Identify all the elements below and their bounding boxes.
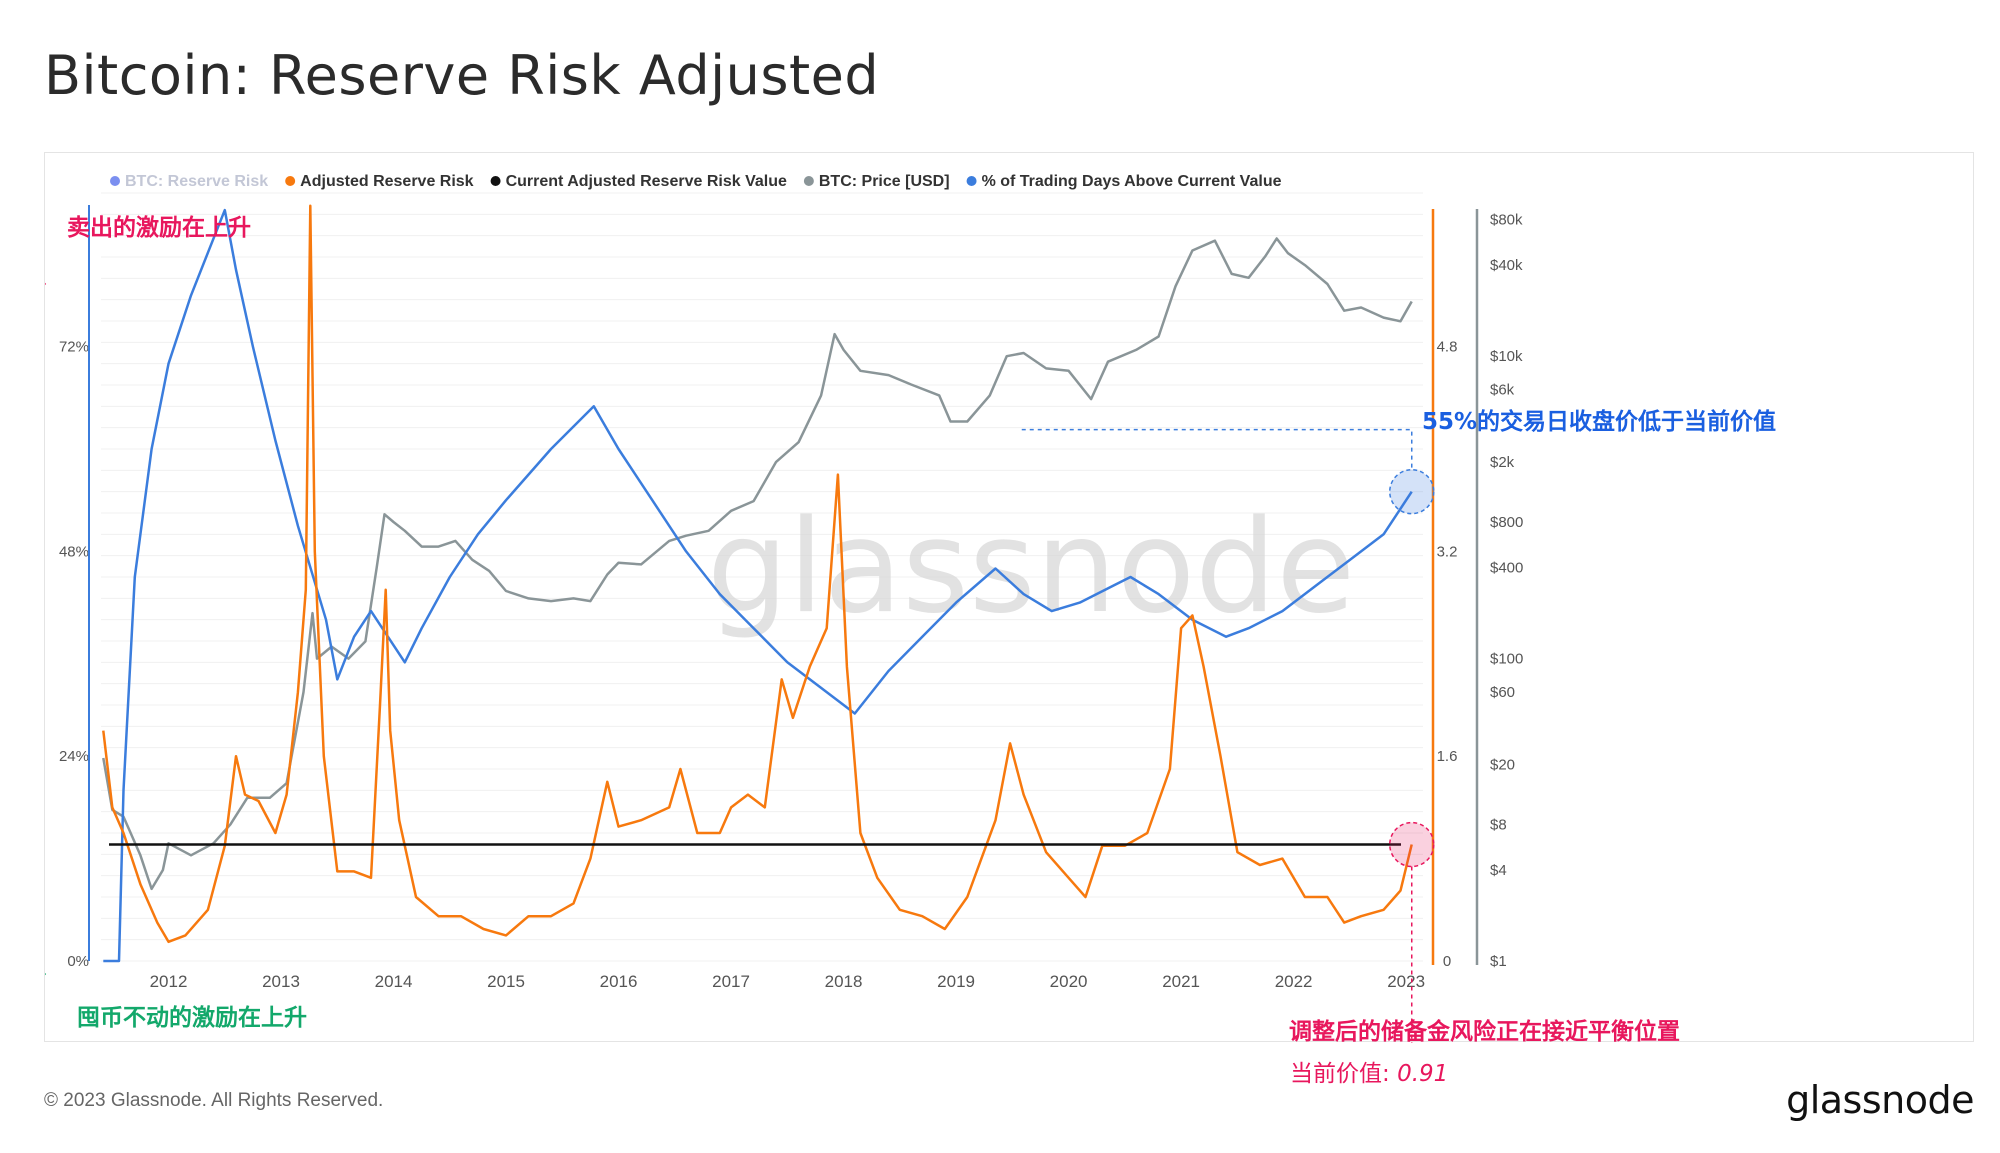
hodl-incentive-annotation: 囤币不动的激励在上升 <box>77 1004 307 1031</box>
annotations: 卖出的激励在上升 囤币不动的激励在上升 55%的交易日收盘价低于当前价值 调整后… <box>45 214 1776 1043</box>
legend-item[interactable]: % of Trading Days Above Current Value <box>966 173 1282 190</box>
current-value-readout: 当前价值: 0.91 <box>1290 1054 1448 1088</box>
y-risk-tick-label: 0 <box>1443 953 1451 970</box>
legend-marker <box>490 176 501 186</box>
x-tick-label: 2016 <box>600 972 638 991</box>
x-tick-label: 2017 <box>712 972 750 991</box>
y-left-tick-label: 24% <box>59 748 89 765</box>
y-price-tick-label: $60 <box>1490 684 1515 701</box>
y-price-tick-label: $10k <box>1490 348 1523 365</box>
y-price-tick-label: $100 <box>1490 651 1523 668</box>
legend-marker <box>285 176 296 186</box>
x-tick-label: 2014 <box>375 972 413 991</box>
legend[interactable]: BTC: Reserve Risk Adjusted Reserve Risk Cu… <box>110 173 1282 190</box>
y-price-tick-label: $2k <box>1490 454 1515 471</box>
legend-label: Current Adjusted Reserve Risk Value <box>506 173 787 190</box>
legend-label: Adjusted Reserve Risk <box>300 173 474 190</box>
y-price-tick-label: $400 <box>1490 560 1523 577</box>
x-tick-label: 2012 <box>150 972 188 991</box>
brand-logo: glassnode <box>1786 1078 1974 1122</box>
x-tick-label: 2018 <box>825 972 863 991</box>
y-price-tick-label: $40k <box>1490 257 1523 274</box>
equilibrium-annotation: 调整后的储备金风险正在接近平衡位置 <box>1289 1018 1680 1043</box>
legend-marker <box>110 176 120 186</box>
legend-item[interactable]: BTC: Reserve Risk <box>110 173 268 190</box>
legend-item[interactable]: Current Adjusted Reserve Risk Value <box>490 173 787 190</box>
series-layer <box>102 204 1413 963</box>
legend-label: % of Trading Days Above Current Value <box>982 173 1282 190</box>
legend-label: BTC: Reserve Risk <box>125 173 268 190</box>
x-tick-label: 2015 <box>487 972 525 991</box>
btc-price-line <box>102 237 1413 891</box>
y-price-tick-label: $8 <box>1490 816 1507 833</box>
watermark-text: glassnode <box>707 493 1355 642</box>
y-price-tick-label: $20 <box>1490 756 1515 773</box>
y-price-tick-label: $6k <box>1490 382 1515 399</box>
y-price-tick-label: $4 <box>1490 862 1507 879</box>
percent-days-line <box>103 208 1413 963</box>
legend-marker <box>966 176 977 186</box>
legend-item[interactable]: Adjusted Reserve Risk <box>285 173 474 190</box>
y-risk-tick-label: 3.2 <box>1437 543 1458 560</box>
y-risk-tick-label: 1.6 <box>1437 748 1458 765</box>
y-left-tick-label: 72% <box>59 339 89 356</box>
y-left-tick-label: 0% <box>67 953 89 970</box>
x-tick-label: 2023 <box>1387 972 1425 991</box>
axes: 0% 24% 48% 72% 0 1.6 3.2 4.8 $1 $4 $8 $20 $60 $100 $40… <box>59 205 1523 991</box>
chart-frame: glassnode BTC: Reserve Risk Adjusted Rese… <box>44 152 1974 1043</box>
x-tick-label: 2021 <box>1162 972 1200 991</box>
adjusted-reserve-risk-line <box>102 204 1413 944</box>
legend-item[interactable]: BTC: Price [USD] <box>803 173 950 190</box>
sell-incentive-annotation: 卖出的激励在上升 <box>67 214 251 241</box>
y-left-tick-label: 48% <box>59 543 89 560</box>
x-tick-label: 2019 <box>937 972 975 991</box>
blue-marker-circle <box>1388 468 1435 515</box>
x-tick-label: 2022 <box>1275 972 1313 991</box>
current-value-label: 当前价值: <box>1290 1061 1390 1087</box>
page-title: Bitcoin: Reserve Risk Adjusted <box>44 44 880 107</box>
legend-label: BTC: Price [USD] <box>819 173 950 190</box>
y-price-tick-label: $1 <box>1490 953 1507 970</box>
blue-guide-line <box>1021 428 1413 470</box>
current-value: 0.91 <box>1397 1061 1449 1087</box>
pink-marker-circle <box>1388 821 1435 868</box>
legend-marker <box>803 176 814 186</box>
chart: glassnode BTC: Reserve Risk Adjusted Rese… <box>45 173 1776 1043</box>
x-tick-label: 2013 <box>262 972 300 991</box>
x-tick-label: 2020 <box>1050 972 1088 991</box>
copyright-text: © 2023 Glassnode. All Rights Reserved. <box>44 1090 384 1111</box>
y-risk-tick-label: 4.8 <box>1437 339 1458 356</box>
y-price-tick-label: $80k <box>1490 212 1523 229</box>
pink-guide-line <box>1411 866 1413 1043</box>
days-below-annotation: 55%的交易日收盘价低于当前价值 <box>1422 408 1776 435</box>
y-price-tick-label: $800 <box>1490 514 1523 531</box>
